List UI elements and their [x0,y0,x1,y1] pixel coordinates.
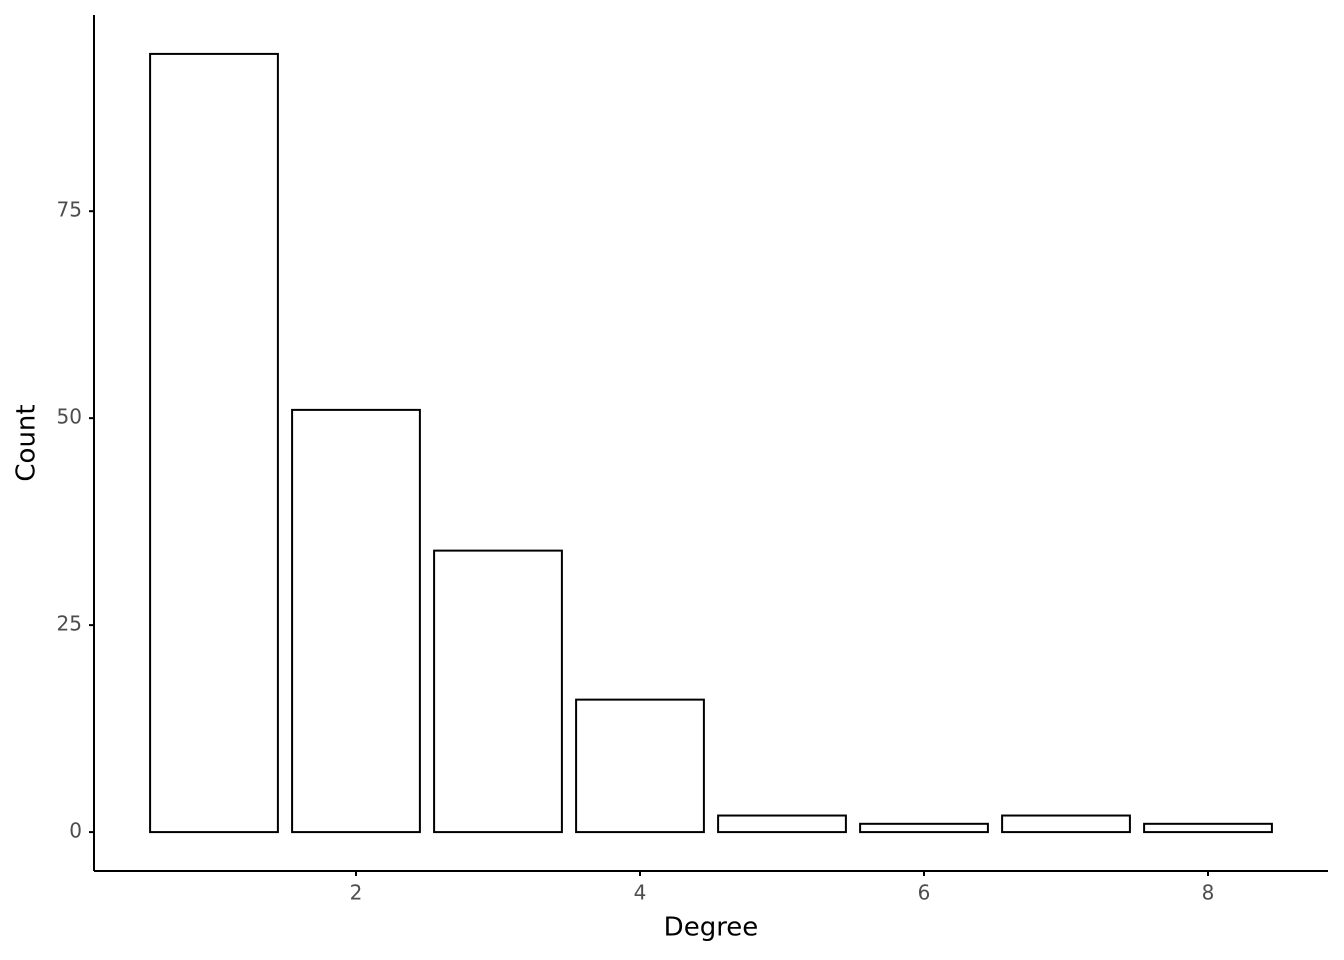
y-tick-label: 50 [57,405,82,429]
y-tick-label: 75 [57,198,82,222]
bar [1143,822,1273,834]
bar [575,698,705,834]
bar [433,549,563,834]
bar [291,408,421,834]
x-tick-label: 8 [1202,881,1215,905]
bar [149,52,279,834]
x-tick-label: 6 [918,881,931,905]
x-axis-title: Degree [664,913,759,943]
bar [717,814,847,834]
bar [859,822,989,834]
y-axis-title: Count [12,404,42,481]
y-tick-label: 0 [69,819,82,843]
x-tick-label: 4 [634,881,647,905]
y-tick-label: 25 [57,612,82,636]
bar [1001,814,1131,834]
x-tick-label: 2 [350,881,363,905]
